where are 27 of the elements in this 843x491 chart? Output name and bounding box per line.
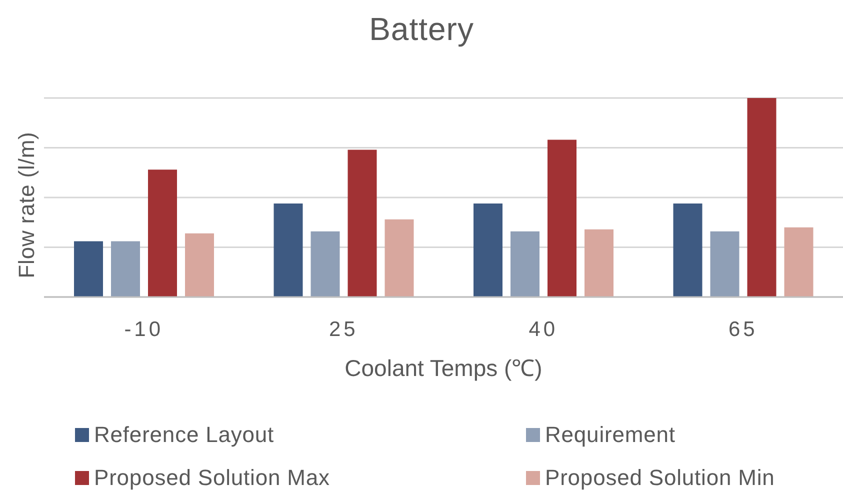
- bar: [384, 219, 414, 297]
- legend-label: Proposed Solution Min: [545, 464, 775, 490]
- x-tick-label: -10: [124, 318, 164, 341]
- bar: [584, 229, 614, 297]
- bar: [185, 233, 214, 297]
- legend-label: Proposed Solution Max: [94, 464, 330, 490]
- bar: [474, 203, 502, 297]
- bar: [148, 170, 177, 297]
- bar: [747, 98, 776, 297]
- x-tick-label: 65: [728, 318, 758, 341]
- bar: [673, 203, 702, 297]
- bar: [784, 227, 814, 297]
- bar: [548, 140, 576, 297]
- bar: [710, 231, 740, 297]
- bar: [348, 150, 377, 297]
- bar: [111, 241, 140, 297]
- x-tick-label: 25: [328, 318, 358, 341]
- bar: [310, 231, 340, 297]
- chart-title: Battery: [368, 10, 475, 49]
- bar: [510, 231, 540, 297]
- y-axis-title: Flow rate (l/m): [14, 132, 40, 278]
- x-axis-title: Coolant Temps (℃): [344, 355, 542, 381]
- bar: [74, 241, 103, 297]
- bar: [274, 203, 303, 297]
- x-tick-label: 40: [528, 318, 558, 341]
- legend-label: Reference Layout: [94, 422, 274, 448]
- legend-label: Requirement: [545, 422, 676, 448]
